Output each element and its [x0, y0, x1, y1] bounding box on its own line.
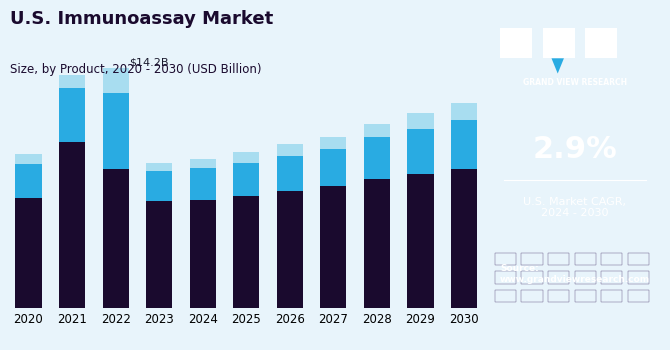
FancyBboxPatch shape	[543, 28, 575, 58]
FancyBboxPatch shape	[585, 28, 617, 58]
Bar	[451, 103, 477, 120]
Bar	[103, 68, 129, 93]
Bar	[364, 124, 390, 137]
Bar	[146, 171, 172, 202]
Bar	[407, 113, 433, 129]
Bar	[15, 154, 42, 164]
Bar	[15, 164, 42, 198]
Bar	[103, 93, 129, 169]
Bar	[364, 180, 390, 308]
Bar	[277, 191, 303, 308]
Bar	[233, 152, 259, 162]
Bar	[233, 196, 259, 308]
Bar	[15, 198, 42, 308]
Bar	[451, 120, 477, 169]
Bar	[320, 137, 346, 149]
Bar	[103, 169, 129, 308]
FancyBboxPatch shape	[500, 28, 532, 58]
Text: Size, by Product, 2020 - 2030 (USD Billion): Size, by Product, 2020 - 2030 (USD Billi…	[10, 63, 261, 76]
Bar	[320, 186, 346, 308]
Bar	[190, 168, 216, 200]
Bar	[146, 162, 172, 171]
Text: 2.9%: 2.9%	[532, 135, 617, 164]
Bar	[364, 137, 390, 180]
Polygon shape	[551, 58, 564, 74]
Bar	[59, 88, 85, 142]
Bar	[451, 169, 477, 308]
Bar	[190, 159, 216, 168]
Bar	[407, 129, 433, 174]
Bar	[277, 144, 303, 156]
Bar	[190, 200, 216, 308]
Bar	[320, 149, 346, 186]
Bar	[407, 174, 433, 308]
Text: U.S. Market CAGR,
2024 - 2030: U.S. Market CAGR, 2024 - 2030	[523, 197, 626, 218]
Bar	[233, 162, 259, 196]
Text: $14.2B: $14.2B	[129, 57, 168, 67]
Bar	[59, 142, 85, 308]
Bar	[146, 202, 172, 308]
Bar	[59, 75, 85, 88]
Text: U.S. Immunoassay Market: U.S. Immunoassay Market	[10, 10, 273, 28]
Text: Source:
www.grandviewresearch.com: Source: www.grandviewresearch.com	[500, 264, 650, 284]
Text: GRAND VIEW RESEARCH: GRAND VIEW RESEARCH	[523, 78, 626, 87]
Bar	[277, 156, 303, 191]
